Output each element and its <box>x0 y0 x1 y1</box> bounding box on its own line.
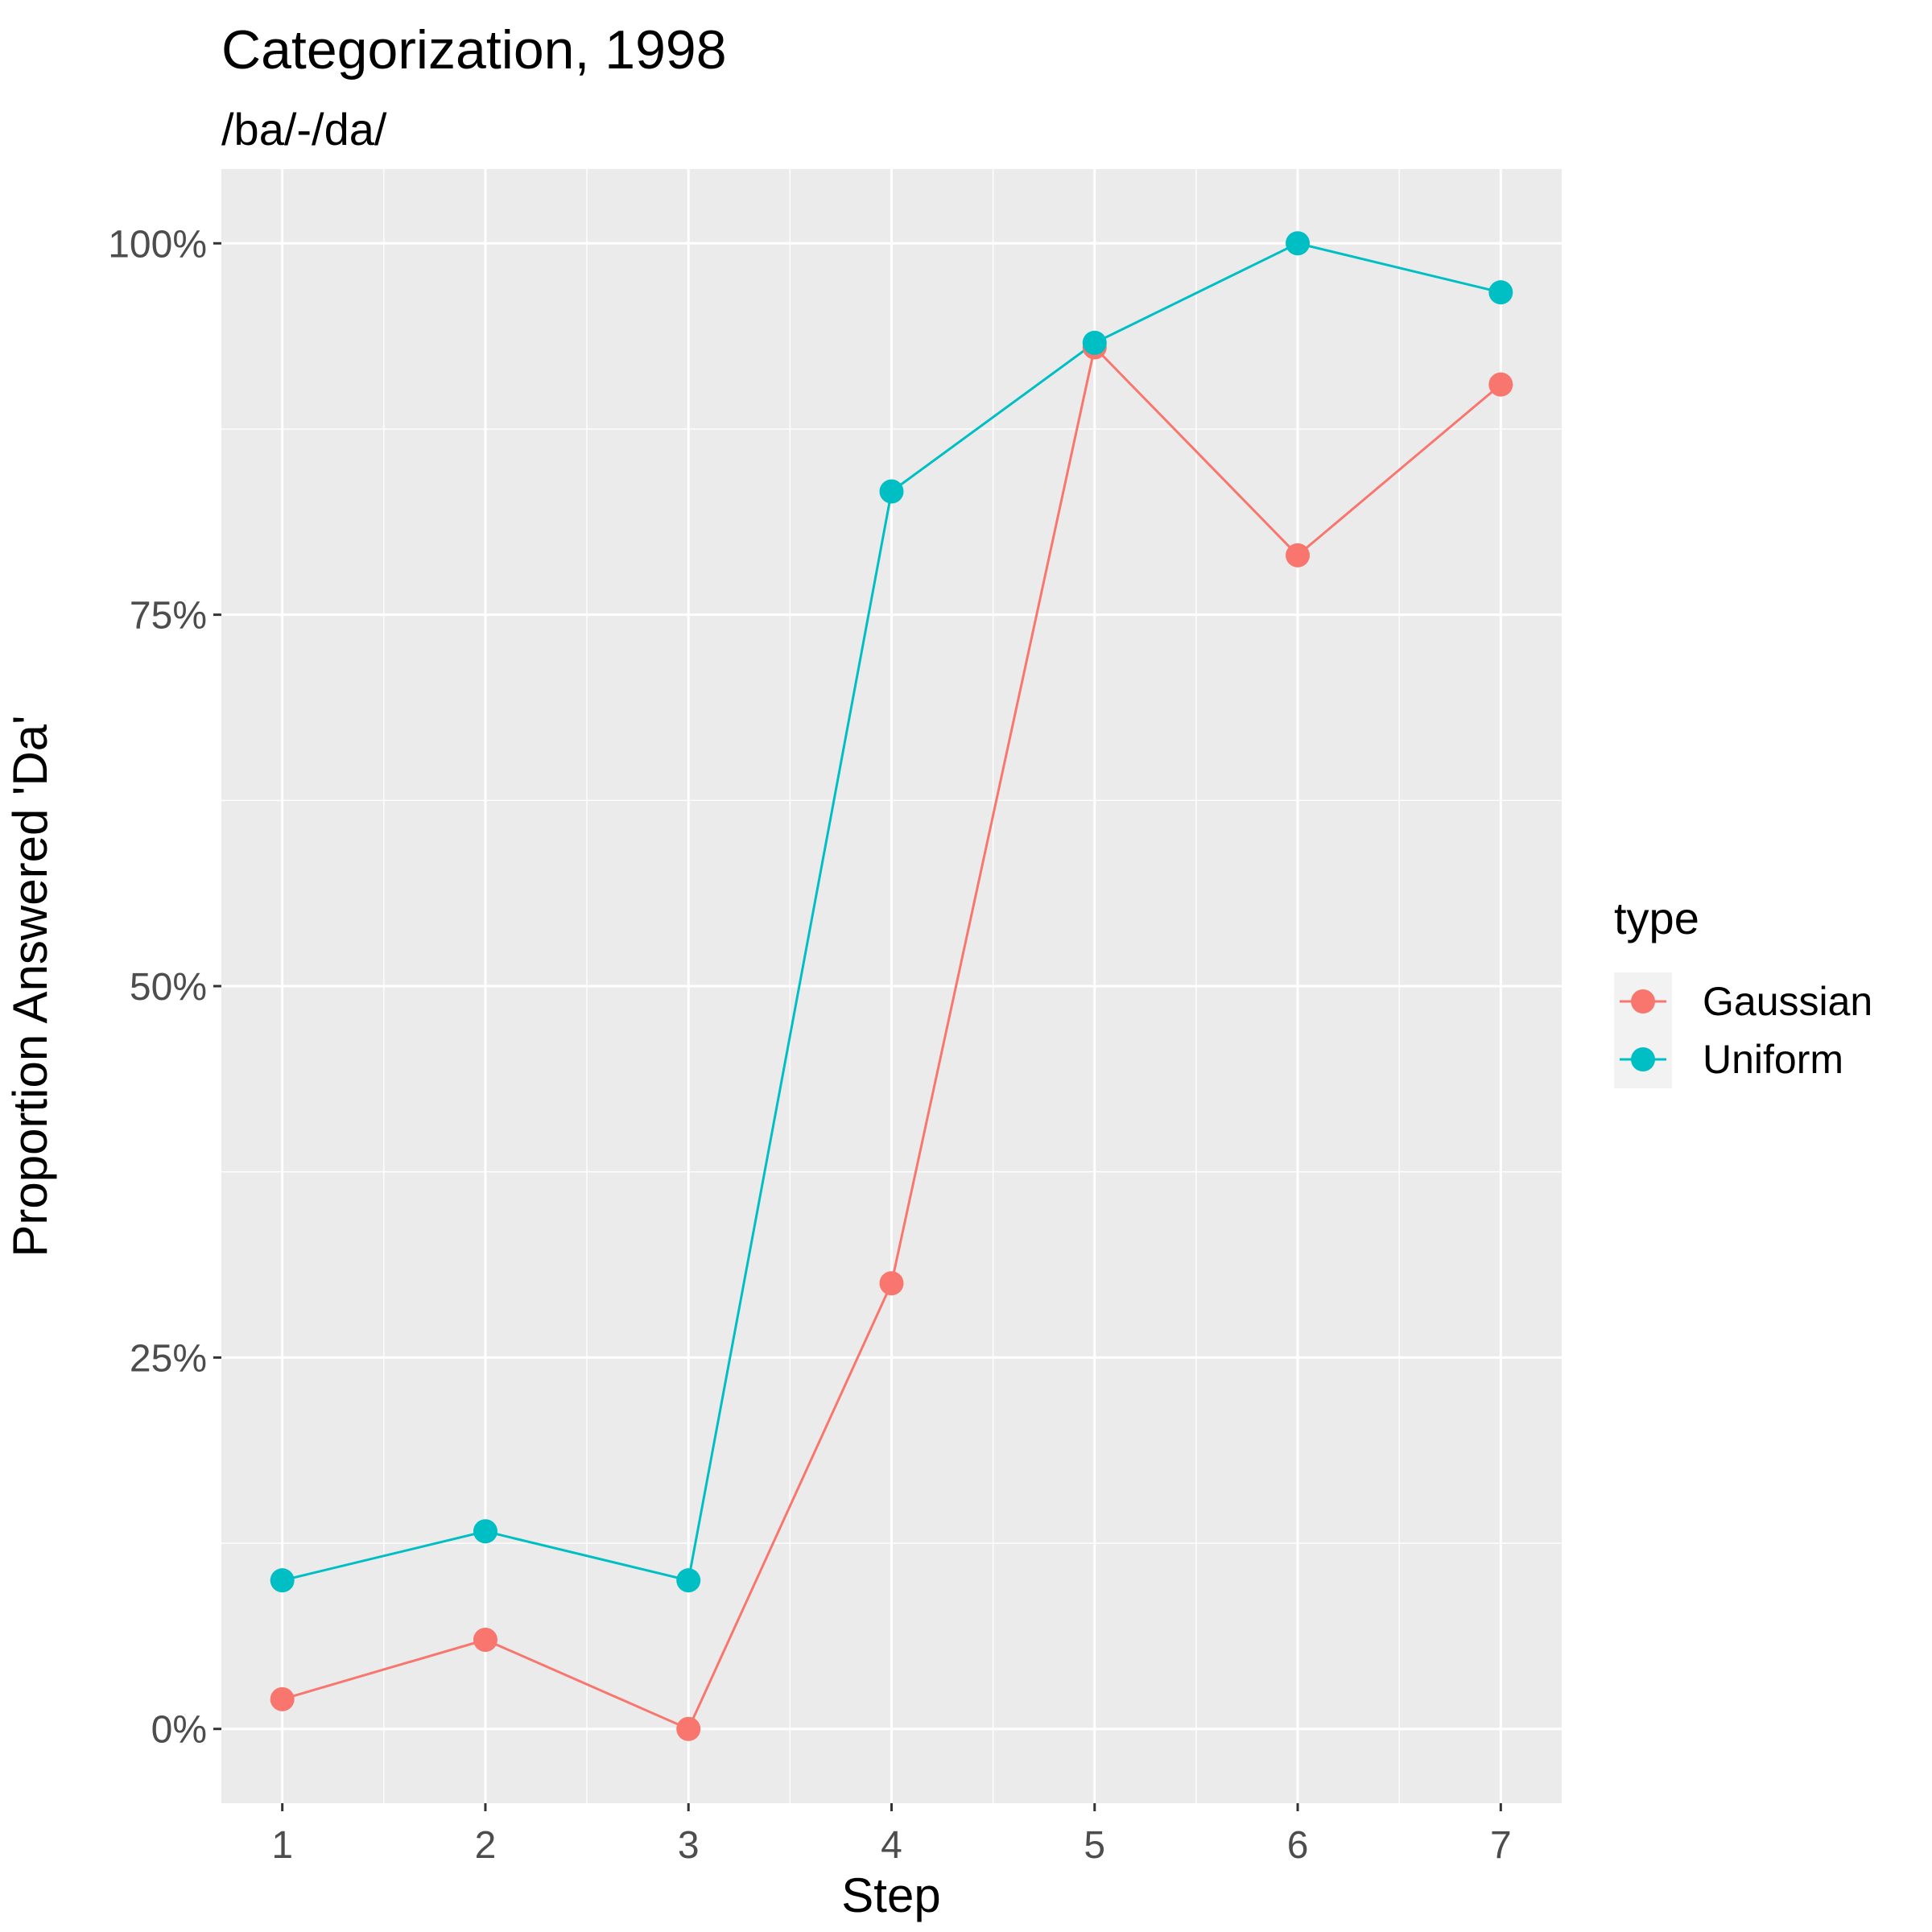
legend-items: Gaussian Uniform <box>1614 972 1872 1088</box>
legend-label-gaussian: Gaussian <box>1703 979 1872 1024</box>
x-tick-label: 4 <box>881 1824 902 1867</box>
data-point-uniform <box>270 1568 295 1593</box>
y-tick-label: 25% <box>130 1337 207 1380</box>
legend: type Gaussian Uniform <box>1614 893 1872 1088</box>
data-point-uniform <box>676 1568 701 1593</box>
x-tick-label: 5 <box>1084 1824 1105 1867</box>
x-tick-label: 7 <box>1490 1824 1512 1867</box>
x-tick-label: 2 <box>475 1824 497 1867</box>
y-tick-label: 100% <box>108 223 207 266</box>
data-point-gaussian <box>473 1628 497 1652</box>
data-point-uniform <box>879 479 904 504</box>
x-axis: 1 2 3 4 5 6 7 <box>271 1803 1512 1867</box>
legend-marker-gaussian <box>1631 989 1655 1013</box>
y-axis-title: Proportion Answered 'Da' <box>3 715 57 1257</box>
x-tick-label: 3 <box>678 1824 700 1867</box>
major-gridlines <box>221 169 1562 1803</box>
x-tick-label: 6 <box>1287 1824 1309 1867</box>
x-axis-title: Step <box>841 1868 940 1922</box>
data-point-gaussian <box>270 1686 295 1711</box>
series-layer <box>270 231 1513 1741</box>
data-point-uniform <box>1286 231 1311 256</box>
data-point-gaussian <box>1286 543 1311 568</box>
legend-title: type <box>1614 893 1699 943</box>
y-tick-label: 75% <box>130 595 207 638</box>
data-point-uniform <box>1082 330 1107 355</box>
legend-marker-uniform <box>1631 1047 1655 1071</box>
data-point-gaussian <box>1488 372 1513 397</box>
chart-subtitle: /ba/-/da/ <box>221 104 387 155</box>
y-tick-label: 0% <box>151 1709 207 1752</box>
data-point-uniform <box>473 1519 497 1544</box>
y-axis: 0% 25% 50% 75% 100% <box>108 223 221 1752</box>
data-point-gaussian <box>676 1716 701 1741</box>
y-tick-label: 50% <box>130 966 207 1009</box>
chart-title: Categorization, 1998 <box>221 19 727 80</box>
data-point-gaussian <box>879 1271 904 1296</box>
data-point-uniform <box>1488 280 1513 305</box>
x-tick-label: 1 <box>271 1824 293 1867</box>
legend-label-uniform: Uniform <box>1703 1037 1843 1082</box>
